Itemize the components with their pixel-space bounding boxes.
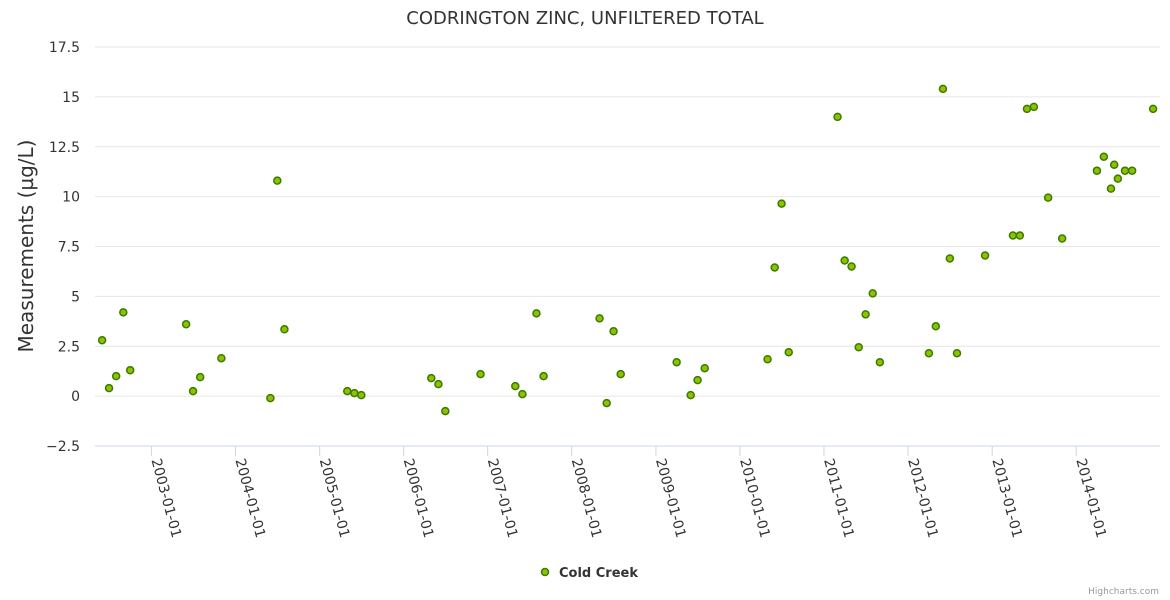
x-tick-label: 2013-01-01: [988, 457, 1025, 540]
data-point[interactable]: [532, 309, 541, 318]
data-point[interactable]: [217, 353, 226, 363]
data-point[interactable]: [119, 308, 128, 317]
y-tick-label: −2.5: [46, 439, 80, 455]
data-point[interactable]: [343, 386, 352, 396]
legend[interactable]: Cold Creek: [540, 566, 639, 581]
y-tick-label: 15: [62, 90, 80, 106]
data-point[interactable]: [357, 390, 366, 400]
x-tick-label: 2006-01-01: [400, 457, 437, 540]
y-axis-ticks: −2.5 0 2.5 5 7.5 10 12.5 15 17.5: [46, 40, 80, 455]
data-point[interactable]: [1022, 104, 1032, 114]
data-point[interactable]: [672, 357, 681, 367]
data-point[interactable]: [763, 354, 772, 364]
data-point[interactable]: [1043, 193, 1053, 202]
data-point[interactable]: [875, 357, 885, 367]
y-tick-label: 17.5: [49, 40, 80, 56]
data-point[interactable]: [1106, 184, 1116, 193]
data-point[interactable]: [616, 369, 625, 379]
legend-marker: [540, 567, 550, 577]
x-tick-label: 2010-01-01: [736, 457, 773, 540]
data-point[interactable]: [931, 322, 941, 331]
x-tick-label: 2003-01-01: [148, 457, 185, 540]
data-point[interactable]: [1057, 234, 1067, 243]
data-point[interactable]: [97, 336, 107, 345]
data-point[interactable]: [1148, 104, 1158, 114]
data-point[interactable]: [1127, 166, 1137, 175]
data-point[interactable]: [427, 373, 436, 383]
data-point[interactable]: [518, 389, 527, 399]
data-point[interactable]: [1099, 152, 1109, 161]
data-point[interactable]: [1008, 231, 1018, 240]
data-point[interactable]: [434, 379, 443, 389]
data-point[interactable]: [833, 112, 842, 122]
data-point[interactable]: [924, 348, 934, 358]
y-tick-label: 2.5: [58, 339, 80, 355]
y-tick-label: 7.5: [58, 240, 80, 256]
data-point[interactable]: [602, 398, 611, 408]
data-point[interactable]: [195, 372, 205, 382]
data-point[interactable]: [847, 262, 856, 271]
data-point[interactable]: [273, 176, 282, 185]
legend-label-cold-creek: Cold Creek: [559, 566, 638, 581]
grid-lines: [95, 46, 1160, 447]
x-tick-label: 2004-01-01: [232, 457, 269, 540]
x-tick-label: 2005-01-01: [316, 457, 353, 540]
data-point[interactable]: [686, 390, 695, 400]
data-point[interactable]: [188, 386, 198, 396]
x-tick-label: 2009-01-01: [652, 457, 689, 540]
data-point[interactable]: [511, 381, 520, 391]
data-point[interactable]: [868, 289, 877, 298]
data-point[interactable]: [777, 199, 786, 208]
data-point[interactable]: [1029, 102, 1039, 112]
data-points: [97, 84, 1158, 416]
data-point[interactable]: [693, 375, 702, 385]
data-point[interactable]: [104, 383, 114, 393]
data-point[interactable]: [476, 369, 485, 379]
data-point[interactable]: [938, 84, 948, 94]
data-point[interactable]: [784, 347, 793, 357]
x-tick-label: 2008-01-01: [568, 457, 605, 540]
data-point[interactable]: [1015, 231, 1025, 240]
data-point[interactable]: [1120, 166, 1130, 175]
x-tick-label: 2007-01-01: [484, 457, 521, 540]
x-tick-label: 2012-01-01: [904, 457, 941, 540]
data-point[interactable]: [770, 263, 779, 272]
data-point[interactable]: [1092, 166, 1102, 175]
data-point[interactable]: [125, 365, 135, 375]
data-point[interactable]: [350, 388, 359, 398]
y-axis-label: Measurements (µg/L): [14, 140, 38, 353]
data-point[interactable]: [1113, 174, 1123, 183]
y-tick-label: 12.5: [49, 140, 80, 156]
data-point[interactable]: [595, 314, 604, 323]
data-point[interactable]: [840, 256, 849, 265]
data-point[interactable]: [609, 327, 618, 336]
y-tick-label: 10: [62, 190, 80, 206]
x-tick-label: 2014-01-01: [1072, 457, 1109, 540]
data-point[interactable]: [441, 406, 450, 416]
data-point[interactable]: [854, 342, 863, 352]
data-point[interactable]: [1109, 160, 1119, 169]
chart-title: CODRINGTON ZINC, UNFILTERED TOTAL: [406, 8, 763, 29]
x-tick-label: 2011-01-01: [820, 457, 857, 540]
y-tick-label: 5: [71, 289, 80, 305]
x-axis: 2003-01-01 2004-01-01 2005-01-01 2006-01-01…: [95, 445, 1160, 540]
data-point[interactable]: [945, 254, 955, 263]
data-point[interactable]: [700, 363, 709, 373]
data-point[interactable]: [980, 251, 990, 260]
data-point[interactable]: [111, 371, 121, 381]
data-point[interactable]: [266, 393, 275, 403]
data-point[interactable]: [280, 325, 289, 334]
data-point[interactable]: [539, 371, 548, 381]
data-point[interactable]: [952, 348, 962, 358]
data-point[interactable]: [181, 320, 191, 329]
credits-link[interactable]: Highcharts.com: [1088, 587, 1159, 597]
data-point[interactable]: [861, 310, 870, 319]
y-tick-label: 0: [71, 389, 80, 405]
